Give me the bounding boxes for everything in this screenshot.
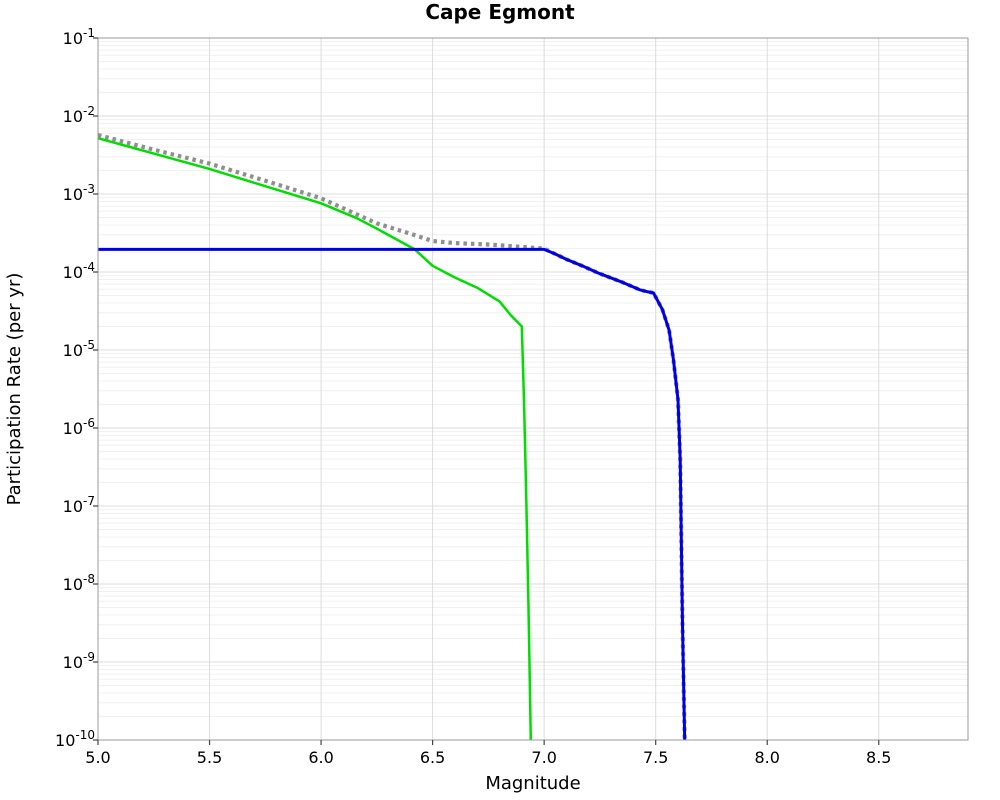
chart-title: Cape Egmont <box>425 0 575 24</box>
x-tick-label: 7.5 <box>643 748 668 767</box>
y-tick-label: 10-9 <box>63 650 95 672</box>
y-tick-label: 10-5 <box>63 338 95 360</box>
y-tick-label: 10-6 <box>63 416 95 438</box>
y-tick-label: 10-10 <box>55 728 95 750</box>
y-tick-label: 10-7 <box>63 494 95 516</box>
y-axis-title: Participation Rate (per yr) <box>4 273 25 506</box>
x-tick-label: 5.5 <box>197 748 222 767</box>
axis-tick-marks <box>93 37 880 745</box>
x-tick-label: 7.0 <box>531 748 556 767</box>
y-tick-label: 10-2 <box>63 104 95 126</box>
x-tick-label: 6.5 <box>420 748 445 767</box>
major-gridlines <box>97 38 968 740</box>
x-tick-label: 5.0 <box>85 748 110 767</box>
y-tick-label: 10-8 <box>63 572 95 594</box>
x-tick-label: 6.0 <box>308 748 333 767</box>
x-axis-title: Magnitude <box>485 773 580 794</box>
x-tick-label: 8.5 <box>866 748 891 767</box>
y-tick-label: 10-1 <box>63 26 95 48</box>
y-tick-label: 10-4 <box>63 260 95 282</box>
x-tick-label: 8.0 <box>755 748 780 767</box>
y-tick-labels: 10-1 10-2 10-3 10-4 10-5 10-6 10-7 10-8 10-9 10-1… <box>55 26 95 750</box>
y-tick-label: 10-3 <box>63 182 95 204</box>
series-total-rate-dotted-gray <box>97 132 687 741</box>
minor-gridlines <box>98 41 968 718</box>
series-rate-solid-blue <box>98 247 687 741</box>
plot-area-border <box>97 37 969 741</box>
data-series <box>97 132 687 741</box>
series-rate-solid-green <box>97 136 533 741</box>
x-tick-labels: 5.0 5.5 6.0 6.5 7.0 7.5 8.0 8.5 <box>85 748 891 767</box>
